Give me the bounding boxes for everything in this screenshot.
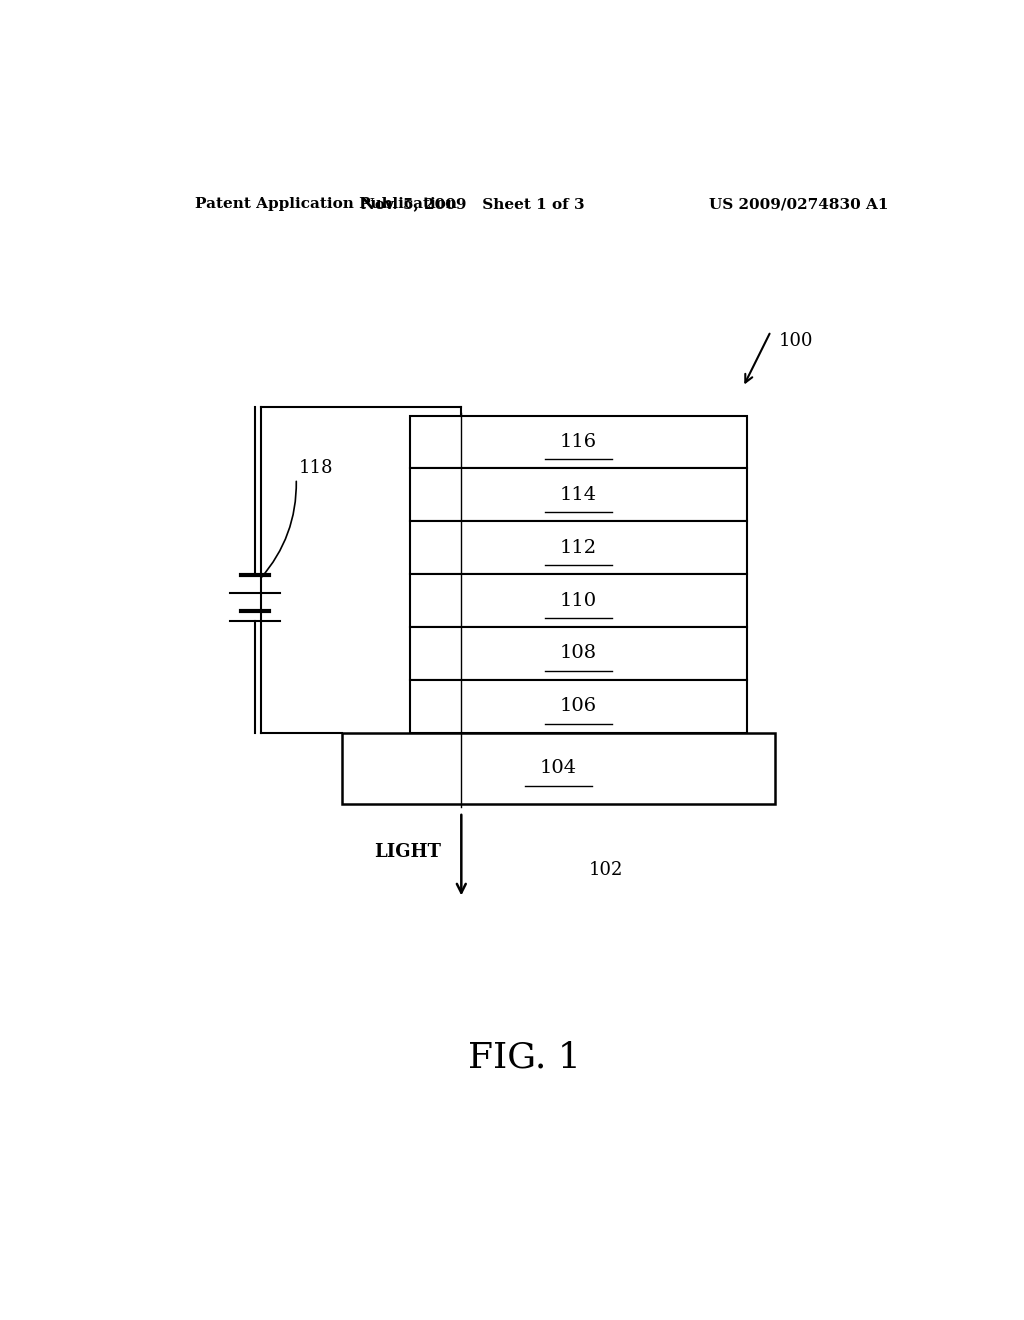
Text: 110: 110 [560,591,597,610]
Text: 118: 118 [299,459,333,478]
Bar [410,680,748,733]
Text: FIG. 1: FIG. 1 [468,1041,582,1074]
Bar [410,627,748,680]
Text: US 2009/0274830 A1: US 2009/0274830 A1 [709,197,889,211]
Text: 108: 108 [560,644,597,663]
Text: LIGHT: LIGHT [374,842,441,861]
Text: Nov. 5, 2009   Sheet 1 of 3: Nov. 5, 2009 Sheet 1 of 3 [361,197,585,211]
Bar [410,521,748,574]
Text: 116: 116 [560,433,597,451]
Bar [342,733,775,804]
Bar [410,574,748,627]
Text: 114: 114 [560,486,597,504]
Bar [410,416,748,469]
Text: 104: 104 [540,759,578,777]
Text: 106: 106 [560,697,597,715]
Text: Patent Application Publication: Patent Application Publication [196,197,458,211]
Text: 102: 102 [588,861,623,879]
Bar [410,469,748,521]
Text: 100: 100 [779,333,813,350]
Text: 112: 112 [560,539,597,557]
